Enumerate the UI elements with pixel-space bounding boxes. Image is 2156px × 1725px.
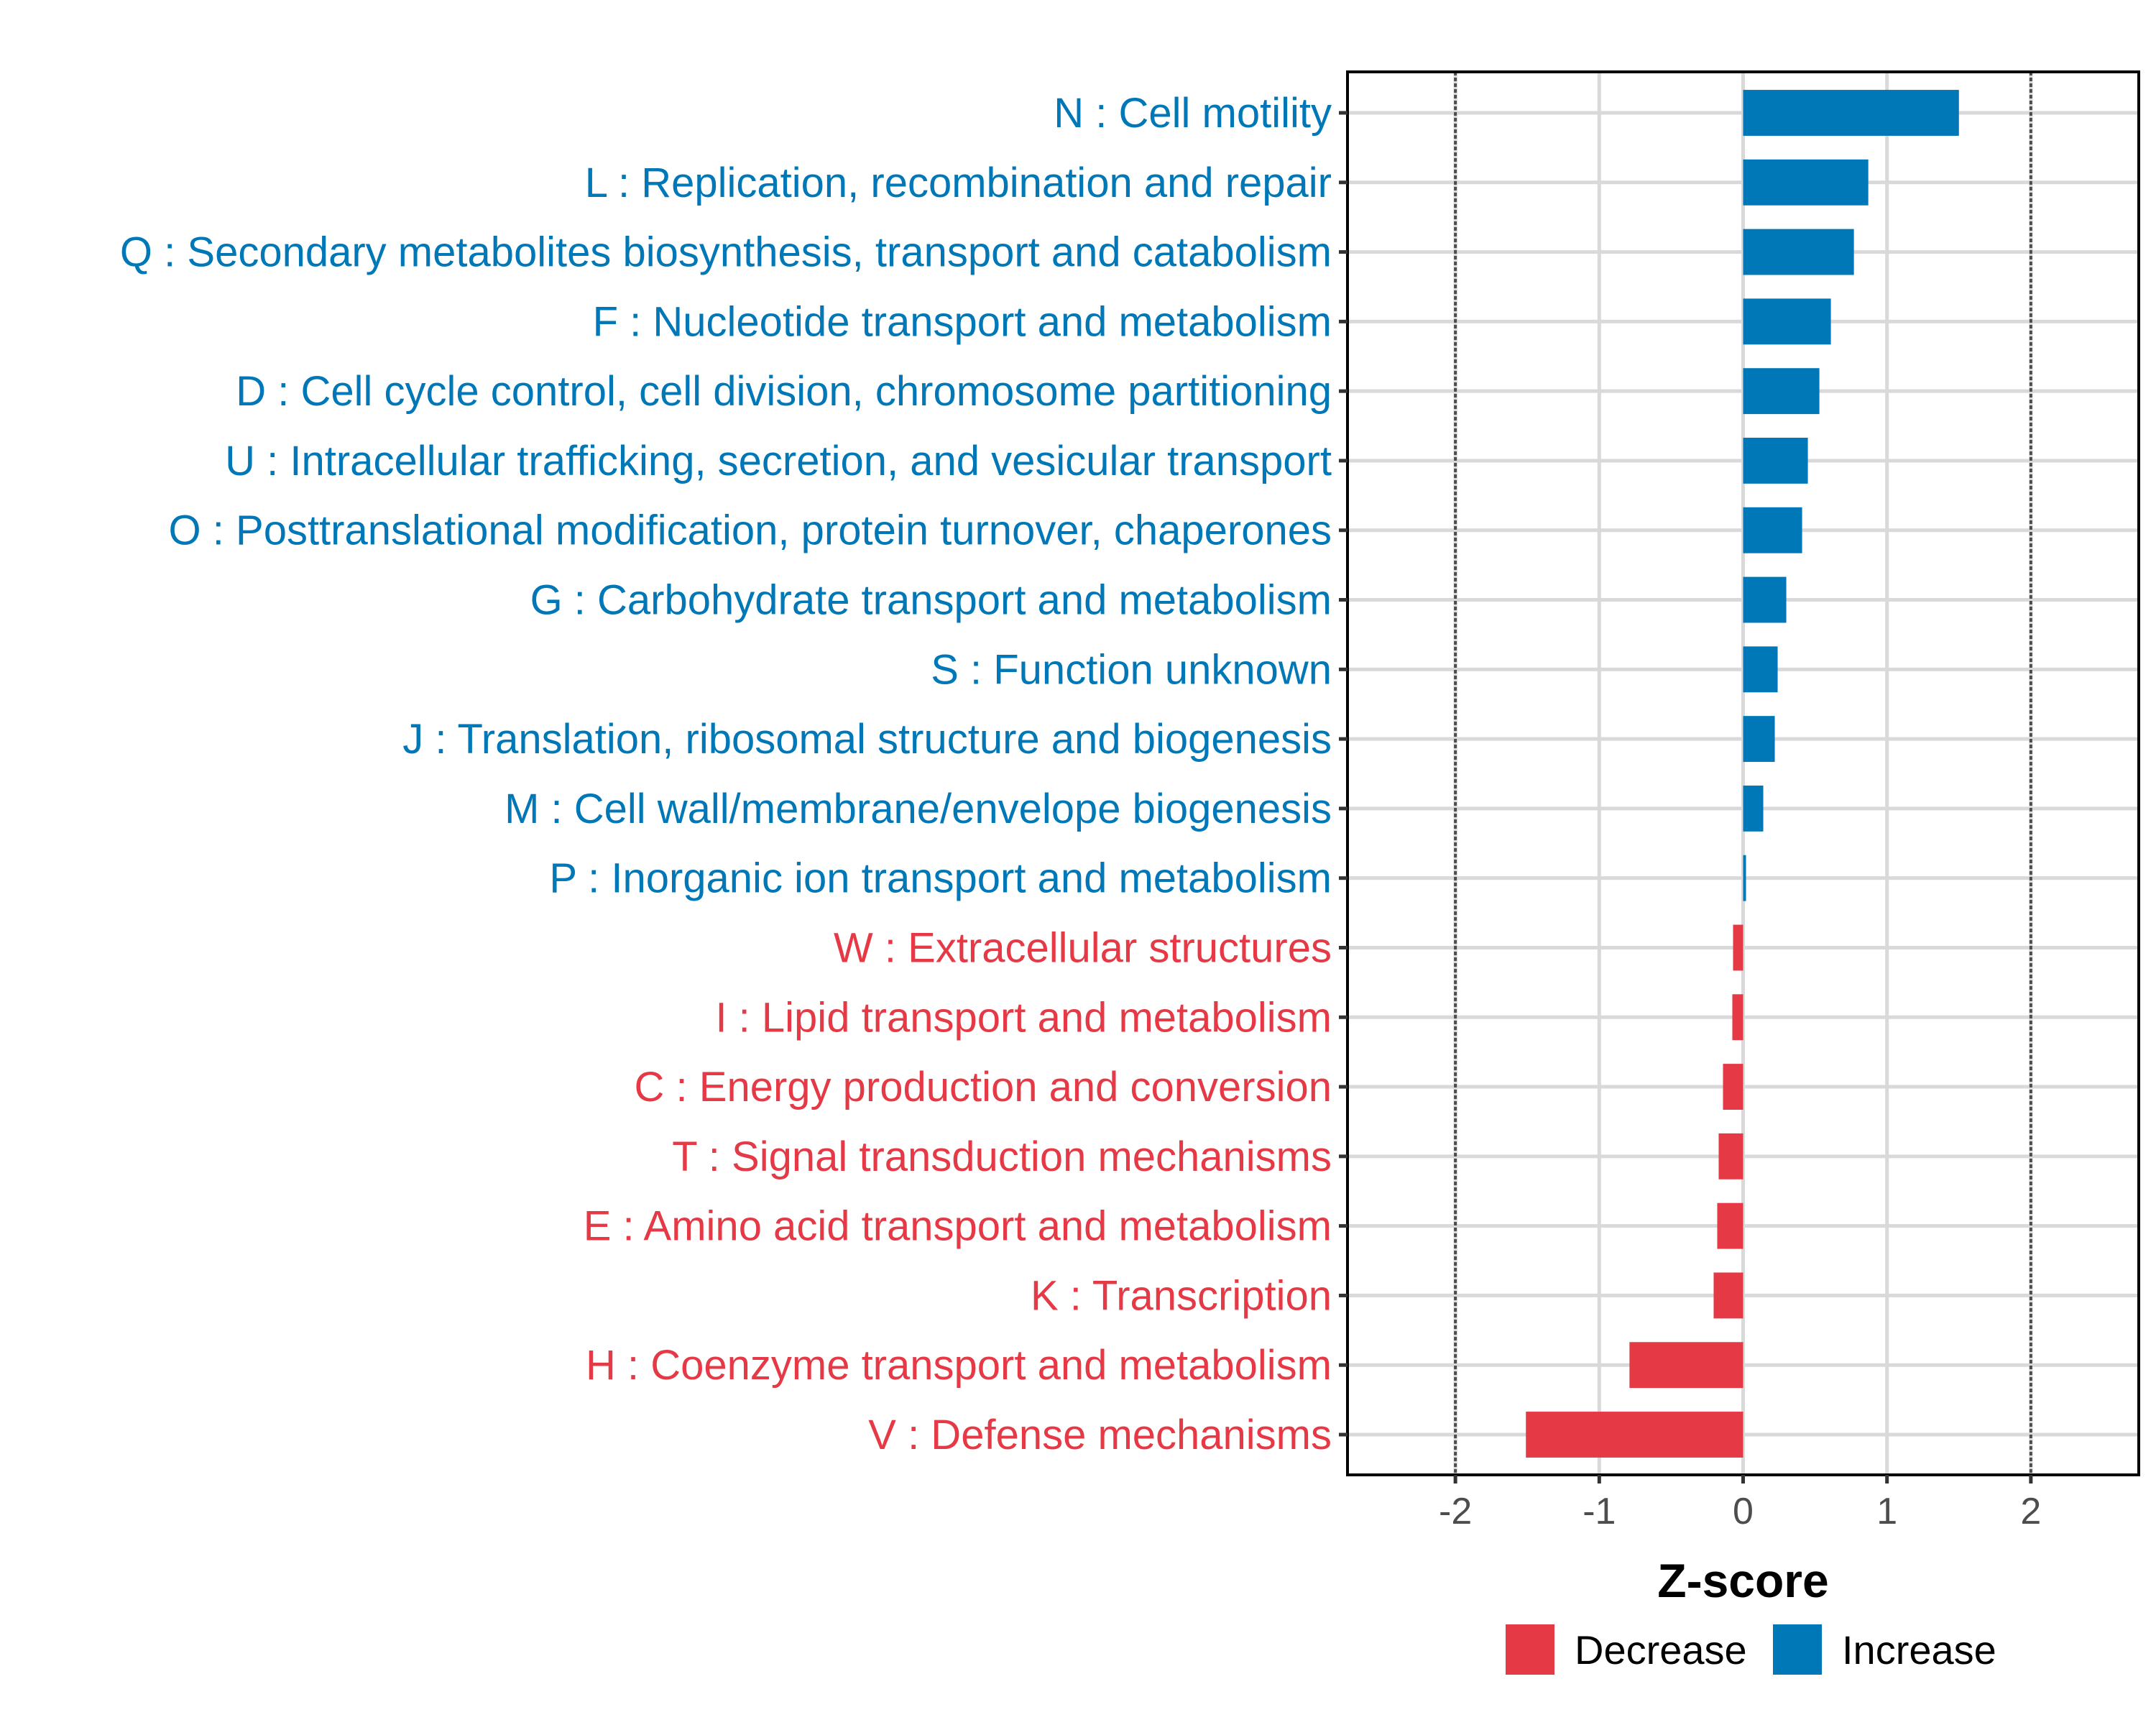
y-axis-ticks — [1339, 111, 1348, 1437]
bar-o — [1743, 507, 1802, 553]
legend-swatch-increase — [1773, 1624, 1822, 1675]
legend-label-increase: Increase — [1842, 1627, 1996, 1673]
legend: Decrease Increase — [1506, 1624, 1996, 1675]
category-label: V : Defense mechanisms — [868, 1412, 1332, 1458]
category-label: F : Nucleotide transport and metabolism — [593, 298, 1332, 345]
bar-f — [1743, 298, 1831, 345]
bar-w — [1733, 924, 1743, 971]
category-label: T : Signal transduction mechanisms — [672, 1133, 1332, 1180]
x-tick-label: 1 — [1876, 1491, 1897, 1532]
category-label: N : Cell motility — [1054, 90, 1332, 137]
category-label: P : Inorganic ion transport and metaboli… — [549, 855, 1332, 902]
category-label: C : Energy production and conversion — [635, 1064, 1332, 1110]
x-tick-label: -1 — [1583, 1491, 1616, 1532]
bar-l — [1743, 159, 1869, 206]
category-label: D : Cell cycle control, cell division, c… — [236, 368, 1332, 415]
category-label: O : Posttranslational modification, prot… — [169, 507, 1332, 554]
legend-swatch-decrease — [1506, 1624, 1554, 1675]
y-axis-labels: N : Cell motility L : Replication, recomb… — [120, 90, 1332, 1458]
bar-q — [1743, 229, 1854, 275]
category-label: Q : Secondary metabolites biosynthesis, … — [120, 229, 1332, 276]
x-tick-label: 0 — [1733, 1491, 1754, 1532]
bar-e — [1717, 1202, 1743, 1249]
bar-c — [1723, 1064, 1743, 1110]
bar-h — [1629, 1342, 1743, 1389]
bar-j — [1743, 716, 1775, 763]
bar-s — [1743, 646, 1778, 693]
bar-g — [1743, 576, 1787, 623]
legend-label-decrease: Decrease — [1575, 1627, 1747, 1673]
category-label: K : Transcription — [1031, 1272, 1332, 1319]
x-tick-label: -2 — [1439, 1491, 1472, 1532]
x-axis-ticks: -2 -1 0 1 2 — [1439, 1475, 2041, 1532]
reference-lines — [1454, 72, 2032, 1475]
category-label: H : Coenzyme transport and metabolism — [586, 1342, 1332, 1389]
category-label: W : Extracellular structures — [834, 924, 1332, 971]
bar-p — [1743, 855, 1746, 901]
bar-t — [1718, 1133, 1743, 1179]
x-axis-title: Z-score — [1657, 1554, 1828, 1607]
bar-i — [1732, 994, 1743, 1041]
bars — [1526, 90, 1959, 1458]
category-label: U : Intracellular trafficking, secretion… — [225, 438, 1332, 484]
bar-k — [1713, 1272, 1743, 1319]
bar-d — [1743, 368, 1820, 415]
category-label: J : Translation, ribosomal structure and… — [402, 716, 1332, 763]
category-label: G : Carbohydrate transport and metabolis… — [530, 577, 1332, 624]
bar-v — [1526, 1412, 1743, 1458]
bar-u — [1743, 438, 1808, 484]
x-tick-label: 2 — [2020, 1491, 2041, 1532]
category-label: S : Function unknown — [931, 646, 1332, 693]
bar-m — [1743, 785, 1764, 832]
category-label: E : Amino acid transport and metabolism — [584, 1203, 1332, 1250]
category-label: I : Lipid transport and metabolism — [715, 994, 1332, 1041]
bar-n — [1743, 90, 1959, 136]
category-label: L : Replication, recombination and repai… — [585, 160, 1332, 206]
category-label: M : Cell wall/membrane/envelope biogenes… — [505, 786, 1332, 832]
